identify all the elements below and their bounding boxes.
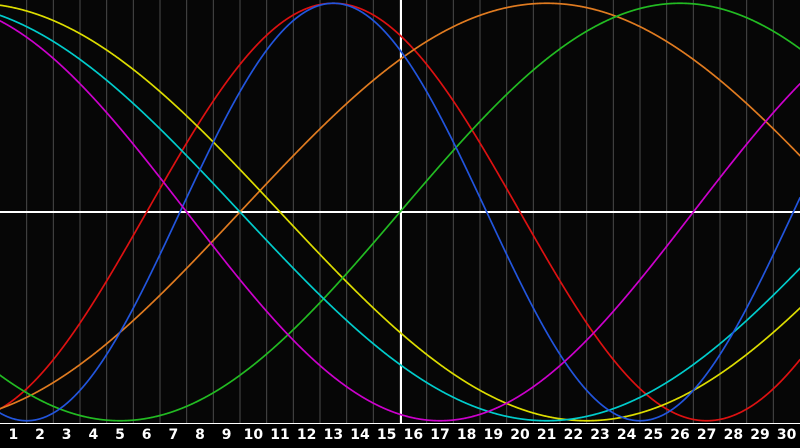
x-tick-label-10: 10 (243, 427, 264, 443)
x-tick-label-29: 29 (750, 427, 770, 443)
series-line-yellow (0, 4, 800, 422)
x-tick-label-7: 7 (168, 427, 179, 443)
series-line-blue (0, 2, 800, 422)
x-tick-label-17: 17 (430, 427, 450, 443)
x-tick-label-14: 14 (350, 427, 370, 443)
series-line-red (0, 2, 800, 422)
x-tick-label-8: 8 (195, 427, 205, 443)
x-tick-label-28: 28 (723, 427, 744, 443)
x-tick-label-12: 12 (296, 427, 317, 443)
x-tick-label-3: 3 (61, 427, 72, 443)
x-tick-label-13: 13 (323, 427, 344, 443)
x-tick-label-20: 20 (510, 427, 530, 443)
x-tick-label-4: 4 (88, 427, 99, 443)
x-tick-label-2: 2 (35, 427, 45, 443)
x-tick-label-16: 16 (403, 427, 424, 443)
x-tick-label-21: 21 (536, 427, 557, 443)
x-axis-tick-labels: 1 2 3 4 5 6 7 8 9 10 11 12 13 14 15 16 17 18 19 20 21 22 23 24 2… (0, 424, 800, 448)
x-tick-label-9: 9 (221, 427, 232, 443)
x-tick-label-15: 15 (376, 427, 397, 443)
series-line-green (0, 2, 800, 422)
x-tick-label-26: 26 (670, 427, 690, 443)
x-tick-label-30: 30 (776, 427, 797, 443)
series-lines (0, 2, 800, 422)
x-tick-label-25: 25 (643, 427, 664, 443)
series-line-magenta (0, 19, 800, 422)
series-line-cyan (0, 14, 800, 422)
x-tick-label-24: 24 (616, 427, 637, 443)
x-tick-label-22: 22 (563, 427, 584, 443)
x-tick-label-6: 6 (141, 427, 152, 443)
chart-canvas (0, 0, 800, 424)
plot-area (0, 0, 800, 424)
x-tick-label-23: 23 (590, 427, 610, 443)
series-line-orange (0, 2, 800, 410)
x-tick-label-11: 11 (270, 427, 290, 443)
x-tick-label-1: 1 (8, 427, 19, 443)
x-tick-label-18: 18 (456, 427, 477, 443)
x-tick-label-5: 5 (115, 427, 125, 443)
x-tick-label-27: 27 (696, 427, 717, 443)
x-tick-label-19: 19 (483, 427, 504, 443)
